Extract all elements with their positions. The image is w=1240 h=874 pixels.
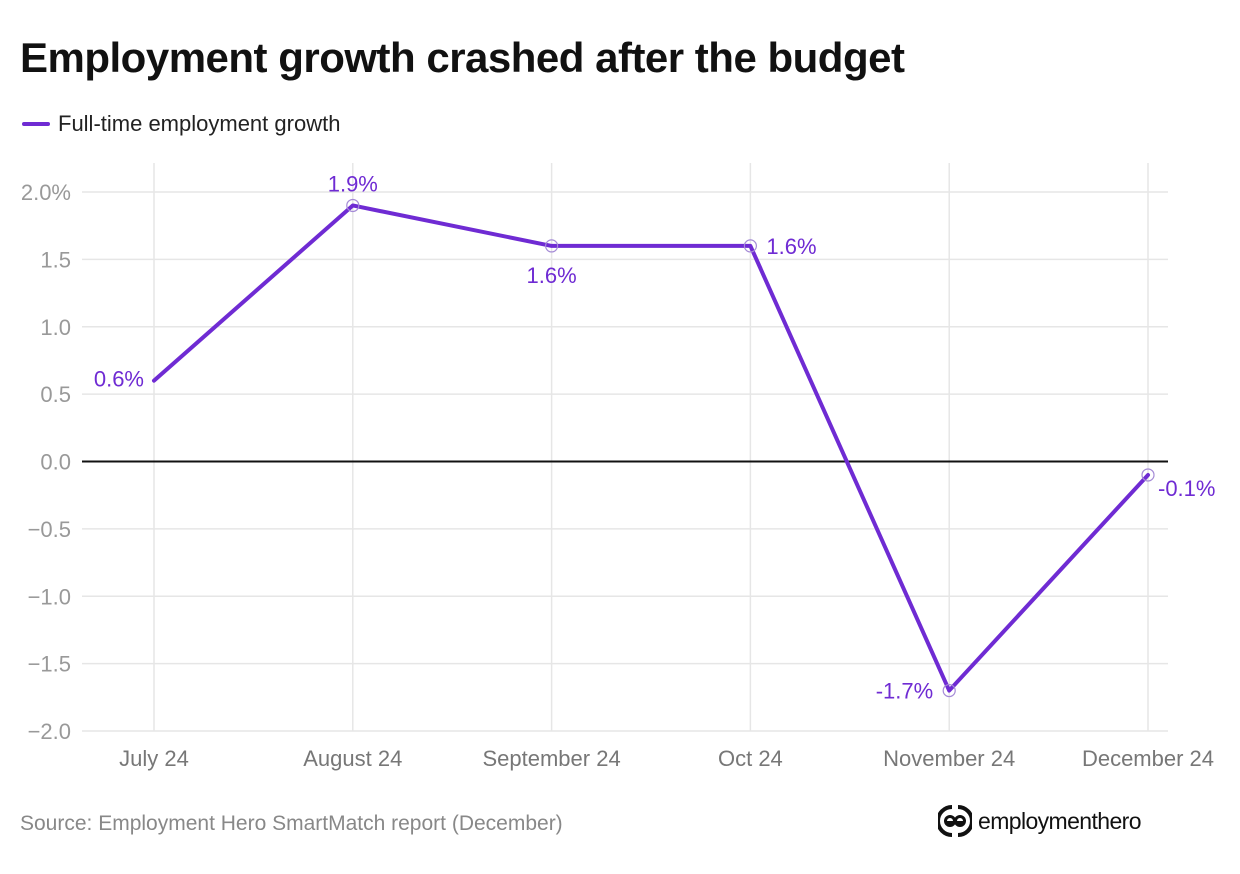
data-label: 1.9%: [328, 171, 378, 196]
y-axis-ticks: 2.0% 1.5 1.0 0.5 0.0 −0.5 −1.0 −1.5 −2.0: [21, 180, 71, 744]
y-tick-label: −2.0: [28, 719, 71, 744]
legend-swatch: [22, 122, 50, 126]
x-axis-ticks: July 24 August 24 September 24 Oct 24 Novemb…: [119, 746, 1214, 771]
data-point-marker: [544, 239, 559, 253]
brand-logo: employmenthero: [938, 804, 1142, 838]
legend-label: Full-time employment growth: [58, 111, 341, 136]
y-tick-label: 1.5: [40, 247, 71, 272]
x-tick-label: Oct 24: [718, 746, 783, 771]
y-tick-label: 2.0%: [21, 180, 71, 205]
y-tick-label: −0.5: [28, 517, 71, 542]
series-full-time-employment-growth: [152, 203, 1150, 693]
y-tick-label: −1.0: [28, 584, 71, 609]
data-label: -1.7%: [876, 679, 933, 704]
x-tick-label: August 24: [303, 746, 402, 771]
data-points: [346, 198, 1155, 698]
x-tick-label: November 24: [883, 746, 1015, 771]
logo-text: employmenthero: [978, 807, 1142, 834]
data-label: 0.6%: [94, 367, 144, 392]
data-label: 1.6%: [527, 263, 577, 288]
data-point-marker: [346, 198, 360, 213]
series-line: [152, 203, 1150, 693]
data-labels: 0.6% 1.9% 1.6% 1.6% -1.7% -0.1%: [94, 171, 1216, 703]
y-tick-label: 0.0: [40, 450, 71, 475]
legend: Full-time employment growth: [22, 111, 340, 137]
chart-title: Employment growth crashed after the budg…: [20, 34, 905, 81]
x-tick-label: September 24: [482, 746, 620, 771]
vertical-gridlines: [153, 163, 1149, 731]
y-tick-label: −1.5: [28, 652, 71, 677]
employment-hero-logo-icon: [938, 805, 972, 837]
data-point-marker: [1141, 468, 1155, 482]
data-label: -0.1%: [1158, 476, 1215, 501]
data-point-marker: [942, 683, 956, 698]
y-tick-label: 1.0: [40, 315, 71, 340]
data-point-marker: [743, 239, 758, 253]
y-tick-label: 0.5: [40, 382, 71, 407]
data-label: 1.6%: [766, 234, 816, 259]
x-tick-label: July 24: [119, 746, 189, 771]
x-tick-label: December 24: [1082, 746, 1214, 771]
source-note: Source: Employment Hero SmartMatch repor…: [20, 812, 563, 835]
horizontal-gridlines: [82, 191, 1168, 732]
